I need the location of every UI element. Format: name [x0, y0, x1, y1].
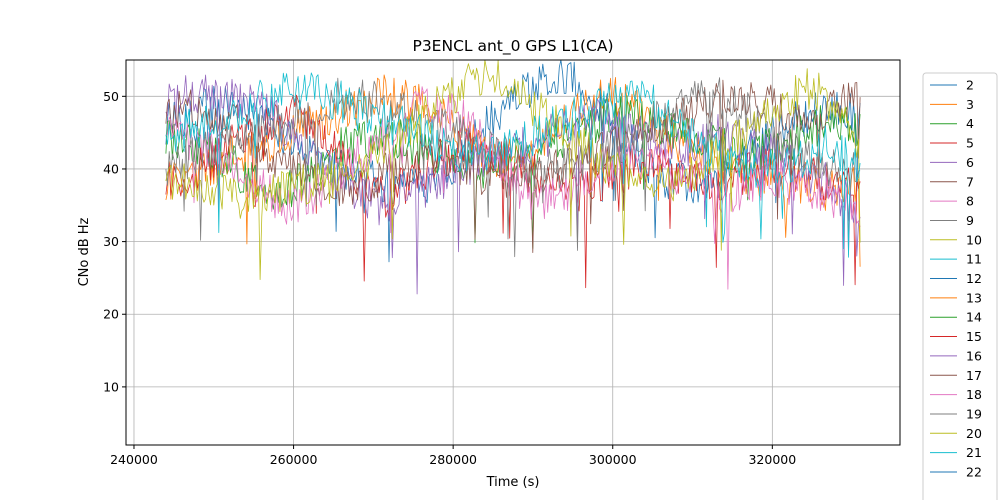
y-tick-label: 20 [103, 307, 119, 322]
x-tick-label: 320000 [748, 452, 796, 467]
series-layer [165, 60, 861, 295]
legend-label: 4 [966, 116, 974, 131]
x-axis-label: Time (s) [486, 475, 540, 490]
legend-label: 6 [966, 155, 974, 170]
legend-label: 14 [966, 310, 982, 325]
series-line-4 [165, 95, 861, 249]
legend-frame [922, 72, 998, 500]
legend-label: 11 [966, 252, 982, 267]
legend-label: 2 [966, 78, 974, 93]
legend-label: 21 [966, 445, 982, 460]
legend-label: 16 [966, 348, 982, 363]
x-tick-label: 240000 [110, 452, 158, 467]
legend-label: 7 [966, 174, 974, 189]
x-tick-label: 300000 [589, 452, 637, 467]
legend-label: 9 [966, 213, 974, 228]
plot-frame [125, 59, 901, 446]
y-axis-label: CNo dB Hz [77, 217, 92, 286]
legend-label: 17 [966, 368, 982, 383]
legend-label: 15 [966, 329, 982, 344]
chart-title: P3ENCL ant_0 GPS L1(CA) [412, 37, 613, 56]
series-line-10 [165, 60, 861, 281]
series-line-11 [165, 72, 861, 258]
legend-label: 10 [966, 232, 982, 247]
y-tick-label: 30 [103, 234, 119, 249]
legend-label: 13 [966, 290, 982, 305]
series-line-9 [165, 77, 861, 258]
x-tick-label: 280000 [429, 452, 477, 467]
legend-label: 3 [966, 97, 974, 112]
ticks: 240000 260000 280000 300000 320000 10 20 30 40 50 [103, 89, 796, 467]
legend-label: 20 [966, 426, 982, 441]
y-tick-label: 50 [103, 89, 119, 104]
legend-label: 18 [966, 387, 982, 402]
y-tick-label: 10 [103, 379, 119, 394]
legend-label: 19 [966, 406, 982, 421]
legend-label: 12 [966, 271, 982, 286]
legend-label: 22 [966, 465, 982, 480]
y-tick-label: 40 [103, 161, 119, 176]
legend-label: 5 [966, 136, 974, 151]
legend: 2 3 4 5 6 7 8 9 10 11 12 13 14 15 16 17 18 19 20 21 22 [922, 72, 998, 500]
x-tick-label: 260000 [270, 452, 318, 467]
legend-label: 8 [966, 194, 974, 209]
